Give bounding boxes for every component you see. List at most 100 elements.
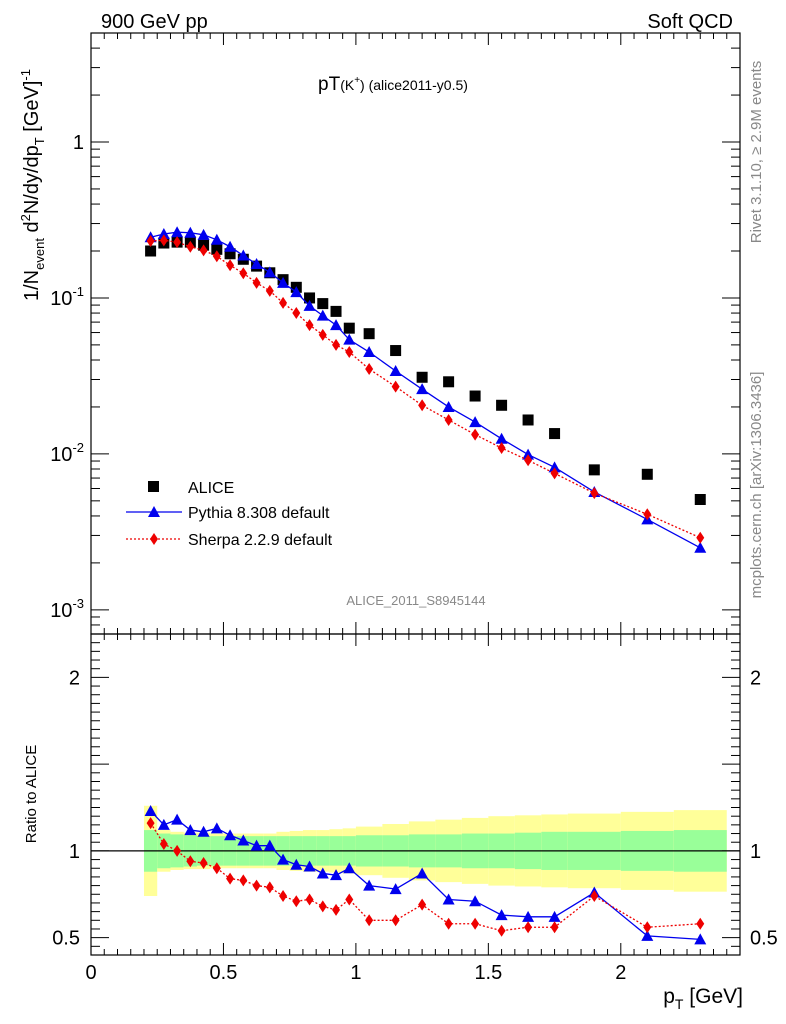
sherpa-ratio-point — [345, 893, 354, 906]
tick-base: 1 — [73, 132, 84, 154]
pythia-ratio-point — [263, 839, 276, 851]
sherpa-ratio-point — [418, 898, 427, 911]
ylabel-a: 1/N — [21, 270, 43, 301]
pythia-ratio-point — [277, 853, 290, 865]
xlabel-b: [GeV] — [683, 985, 743, 1008]
sherpa-ratio-point — [173, 844, 182, 857]
pythia-data-point — [171, 226, 184, 238]
pythia-data-point — [250, 258, 263, 270]
sherpa-ratio-point — [524, 921, 533, 934]
main-y-tick-label: 10-1 — [50, 284, 84, 310]
pythia-data-point — [522, 448, 535, 460]
sherpa-ratio-point — [471, 917, 480, 930]
alice-data-point — [304, 292, 316, 304]
tick-exponent: -2 — [72, 440, 84, 455]
sherpa-data-point — [550, 467, 559, 480]
legend-marker-alice — [148, 481, 159, 492]
pythia-ratio-point — [442, 893, 455, 905]
ratio-y-tick-label-right: 2 — [750, 667, 761, 689]
ylabel-c: N/dy/dp — [21, 145, 43, 214]
tick-base: 10 — [50, 444, 72, 466]
pythia-ratio-point — [641, 929, 654, 941]
sherpa-data-point — [471, 428, 480, 441]
legend-label-pythia: Pythia 8.308 default — [188, 505, 330, 522]
legend-label-sherpa: Sherpa 2.2.9 default — [188, 532, 333, 549]
sherpa-ratio-point — [292, 895, 301, 908]
pythia-data-point — [197, 228, 210, 240]
sherpa-ratio-point — [550, 921, 559, 934]
sherpa-ratio-point — [212, 862, 221, 875]
ratio-y-tick-label-right: 1 — [750, 841, 761, 863]
alice-data-point — [443, 376, 455, 388]
title-paren: (K — [340, 77, 355, 93]
sherpa-data-point — [173, 236, 182, 249]
sherpa-data-point — [265, 284, 274, 297]
sherpa-data-point — [252, 276, 261, 289]
sherpa-data-point — [365, 363, 374, 376]
pythia-data-point — [303, 299, 316, 311]
alice-data-point — [549, 428, 561, 440]
pythia-data-point — [263, 266, 276, 278]
sherpa-data-point — [590, 487, 599, 500]
alice-data-point — [145, 245, 157, 257]
x-tick-label: 0 — [85, 962, 96, 984]
sherpa-ratio-point — [318, 900, 327, 913]
sherpa-data-point — [418, 399, 427, 412]
pythia-data-point — [548, 461, 561, 473]
analysis-watermark: ALICE_2011_S8945144 — [346, 593, 485, 608]
legend-marker-sherpa — [150, 533, 158, 545]
title-main: pT — [318, 74, 341, 95]
sherpa-data-point — [643, 508, 652, 521]
pythia-data-point — [389, 365, 402, 377]
sherpa-data-point — [226, 259, 235, 272]
sherpa-ratio-point — [497, 924, 506, 937]
pythia-ratio-point — [210, 822, 223, 834]
tick-labels: 10-310-210-110.5 0.51 12 20 0.5 1 1.5 2 — [50, 132, 778, 984]
title-rest: ) (alice2011-y0.5) — [360, 77, 468, 93]
sherpa-data-point — [305, 319, 314, 332]
pythia-data-point — [363, 346, 376, 358]
xlabel-a-sub: T — [675, 996, 684, 1012]
pythia-data-point — [343, 333, 356, 345]
alice-data-point — [330, 305, 342, 317]
legend-label-alice: ALICE — [188, 480, 234, 497]
alice-data-point — [224, 248, 236, 260]
sherpa-data-point — [391, 380, 400, 393]
x-tick-label: 0.5 — [210, 962, 238, 984]
pythia-ratio-point — [303, 860, 316, 872]
rivet-version-label: Rivet 3.1.10, ≥ 2.9M events — [748, 61, 765, 244]
sherpa-ratio-point — [265, 881, 274, 894]
pythia-ratio-point — [171, 813, 184, 825]
tick-base: 10 — [50, 288, 72, 310]
pythia-ratio-point — [330, 869, 343, 881]
pythia-ratio-point — [416, 867, 429, 879]
pythia-ratio-point — [316, 867, 329, 879]
pythia-data-point — [330, 319, 343, 331]
pythia-ratio-point — [184, 824, 197, 836]
pythia-ratio-point — [469, 895, 482, 907]
sherpa-data-point — [239, 267, 248, 280]
sherpa-ratio-point — [159, 837, 168, 850]
alice-data-point — [469, 390, 481, 402]
pythia-data-point — [210, 233, 223, 245]
ratio-panel-frame — [90, 633, 741, 956]
sherpa-ratio-point — [444, 917, 453, 930]
alice-data-point — [363, 328, 375, 340]
ylabel-a-sub: event — [32, 238, 47, 270]
alice-data-point — [641, 468, 653, 480]
tick-base: 10 — [50, 600, 72, 622]
sherpa-ratio-point — [332, 903, 341, 916]
alice-data-point — [343, 322, 355, 334]
sherpa-ratio-point — [391, 914, 400, 927]
pythia-ratio-point — [363, 879, 376, 891]
alice-data-point — [588, 464, 600, 476]
pythia-ratio-point — [144, 804, 157, 816]
pythia-data-point — [224, 240, 237, 252]
sherpa-ratio-point — [279, 890, 288, 903]
pythia-data-point — [237, 249, 250, 261]
sherpa-data-point — [146, 234, 155, 247]
pythia-ratio-point — [495, 909, 508, 921]
ylabel-d: [GeV] — [21, 81, 43, 138]
ratio-uncertainty-band — [91, 805, 740, 897]
pythia-data-point — [184, 226, 197, 238]
